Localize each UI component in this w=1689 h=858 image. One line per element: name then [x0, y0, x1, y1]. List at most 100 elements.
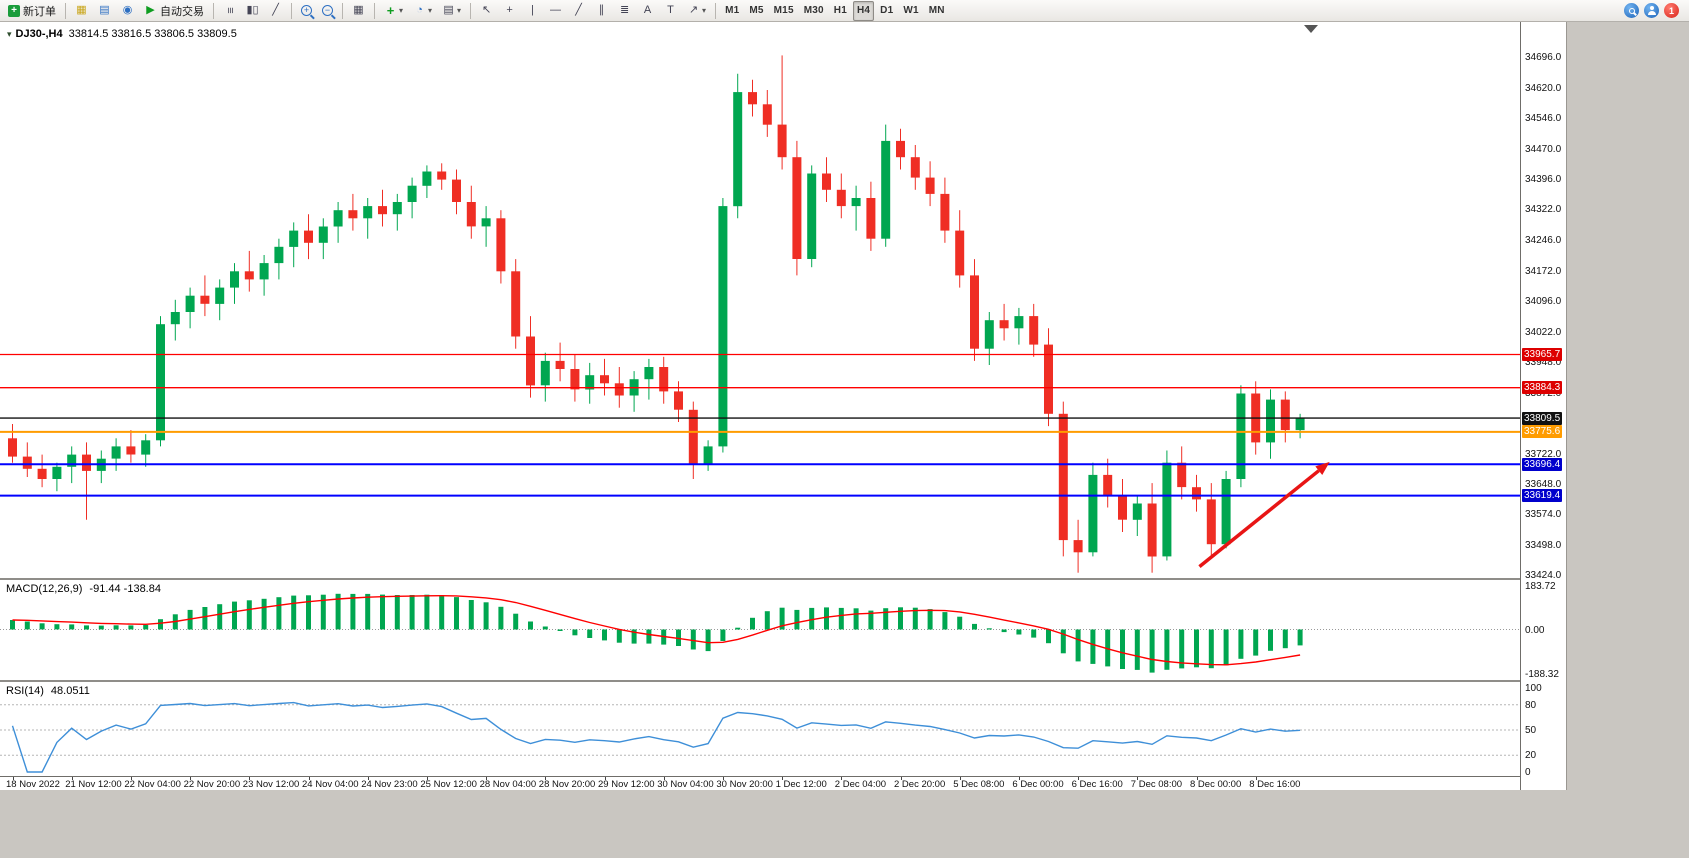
community-person-icon	[1647, 6, 1656, 15]
candle-body	[1073, 540, 1083, 553]
time-axis-label: 22 Nov 04:00	[124, 779, 181, 790]
timeframe-h1-button[interactable]: H1	[830, 1, 851, 21]
time-axis-tick	[308, 777, 310, 780]
vertical-line-button[interactable]: |	[522, 1, 543, 21]
candle-body	[333, 210, 343, 227]
rsi-axis-label: 50	[1525, 725, 1537, 736]
rsi-axis-label: 100	[1525, 683, 1542, 694]
vertical-line-icon: |	[531, 4, 534, 16]
pane-splitter[interactable]	[0, 578, 1567, 580]
community-button[interactable]	[1644, 3, 1659, 18]
chat-icon: ◉	[122, 4, 133, 16]
channel-button[interactable]: ∥	[591, 1, 612, 21]
cursor-button[interactable]: ↖	[476, 1, 497, 21]
candle-body	[215, 287, 225, 304]
candle-body	[378, 206, 387, 215]
candle-body	[289, 230, 299, 247]
candle-body	[1177, 462, 1187, 488]
timeframe-mn-button[interactable]: MN	[925, 1, 949, 21]
text-button[interactable]: A	[637, 1, 658, 21]
time-axis-label: 6 Dec 00:00	[1012, 779, 1064, 790]
dropdown-arrow-icon: ▾	[399, 6, 404, 15]
chart-window: ▾ DJ30-,H4 33814.5 33816.5 33806.5 33809.5…	[0, 22, 1567, 790]
candle-body	[363, 206, 373, 219]
profiles-icon: ▤	[99, 4, 110, 16]
candle-body	[866, 198, 876, 239]
timeframe-m1-button[interactable]: M1	[721, 1, 743, 21]
chat-button[interactable]: ◉	[117, 1, 138, 21]
candle-body	[1058, 413, 1068, 541]
candle-body	[984, 320, 994, 349]
templates-button[interactable]: ▤ ▾	[438, 1, 465, 21]
candle-body	[1221, 479, 1231, 545]
candle-body	[1044, 344, 1053, 414]
candle-body	[52, 466, 62, 479]
price-axis-label: 34620.0	[1525, 83, 1562, 94]
horizontal-line-button[interactable]: —	[545, 1, 566, 21]
fibonacci-button[interactable]: ≣	[614, 1, 635, 21]
candle-body	[970, 275, 979, 349]
chart-menu-icon[interactable]: ▾	[7, 29, 12, 39]
indicators-button[interactable]: + ▾	[380, 1, 407, 21]
rsi-line	[11, 701, 1301, 773]
label-button[interactable]: T	[660, 1, 681, 21]
main-chart-pane[interactable]: ▾ DJ30-,H4 33814.5 33816.5 33806.5 33809.5	[0, 22, 1520, 578]
time-axis-tick	[959, 777, 961, 780]
search-button[interactable]	[1624, 3, 1639, 18]
candle-body	[22, 456, 32, 469]
time-axis-label: 25 Nov 12:00	[420, 779, 477, 790]
autotrading-button[interactable]: ▶ 自动交易	[140, 1, 208, 21]
tile-windows-button[interactable]: ▦	[348, 1, 369, 21]
macd-pane[interactable]: MACD(12,26,9) -91.44 -138.84	[0, 580, 1520, 680]
rsi-axis-label: 80	[1525, 699, 1537, 711]
timeframe-m5-button[interactable]: M5	[745, 1, 767, 21]
macd-axis-label: 183.72	[1525, 581, 1556, 592]
time-axis[interactable]: 18 Nov 2022 21 Nov 12:00 22 Nov 04:00 22 No…	[0, 776, 1520, 790]
candle-body	[259, 263, 269, 280]
arrows-button[interactable]: ↗ ▾	[683, 1, 710, 21]
trend-arrow-head[interactable]	[1315, 461, 1330, 475]
chart-ohlc-values: 33814.5 33816.5 33806.5 33809.5	[68, 28, 237, 40]
timeframe-d1-button[interactable]: D1	[876, 1, 897, 21]
candle-body	[318, 226, 328, 243]
rsi-pane[interactable]: RSI(14) 48.0511	[0, 682, 1520, 776]
candle-body	[955, 230, 965, 276]
chart-shift-marker[interactable]	[1304, 25, 1318, 33]
pane-splitter[interactable]	[0, 680, 1567, 682]
time-axis-label: 1 Dec 12:00	[775, 779, 827, 790]
candle-body	[1014, 316, 1024, 329]
fibonacci-icon: ≣	[619, 4, 630, 16]
candlestick-chart-button[interactable]: ▮▯	[242, 1, 263, 21]
time-axis-label: 5 Dec 08:00	[953, 779, 1005, 790]
candle-body	[274, 246, 284, 264]
zoom-in-button[interactable]: +	[297, 1, 316, 21]
notifications-badge[interactable]: 1	[1664, 3, 1679, 18]
periods-button[interactable]: ◔ ▾	[409, 1, 436, 21]
macd-axis-label: 0.00	[1525, 624, 1545, 636]
timeframe-m30-button[interactable]: M30	[800, 1, 828, 21]
main-chart-canvas[interactable]	[0, 22, 1520, 578]
time-axis-tick	[722, 777, 724, 780]
resistance-line-upper-tag: 33965.7	[1522, 348, 1563, 361]
time-axis-tick	[12, 777, 14, 780]
timeframe-m15-button[interactable]: M15	[770, 1, 798, 21]
bar-chart-button[interactable]: ≡	[219, 1, 240, 21]
zoom-out-button[interactable]: −	[318, 1, 337, 21]
timeframe-h4-button[interactable]: H4	[852, 0, 875, 21]
timeframe-w1-button[interactable]: W1	[899, 1, 922, 21]
time-axis-label: 30 Nov 20:00	[716, 779, 773, 790]
chart-symbol-period: DJ30-,H4	[15, 28, 63, 40]
dropdown-arrow-icon: ▾	[457, 6, 462, 15]
new-order-button[interactable]: + 新订单	[4, 1, 60, 21]
trend-arrow-line[interactable]	[1198, 469, 1320, 568]
crosshair-button[interactable]: +	[499, 1, 520, 21]
time-axis-label: 18 Nov 2022	[6, 779, 60, 790]
toolbar-separator	[65, 2, 66, 19]
new-chart-button[interactable]: ▦	[71, 1, 92, 21]
price-axis[interactable]: 34696.0 34620.0 34546.0 34470.0 34396.0 34322…	[1520, 22, 1567, 790]
candle-body	[836, 189, 846, 207]
trendline-button[interactable]: ╱	[568, 1, 589, 21]
profiles-button[interactable]: ▤	[94, 1, 115, 21]
line-chart-button[interactable]: ╱	[265, 1, 286, 21]
candle-body	[644, 367, 654, 380]
